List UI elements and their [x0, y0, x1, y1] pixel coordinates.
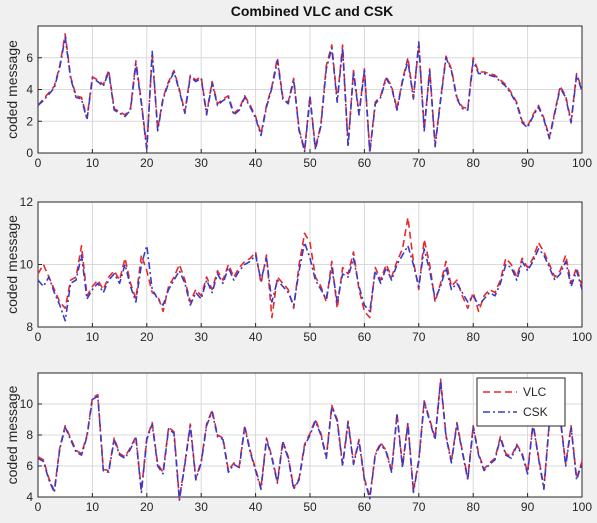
- x-tick-label: 0: [35, 156, 42, 170]
- x-tick-label: 40: [249, 500, 263, 514]
- x-tick-label: 10: [86, 156, 100, 170]
- x-tick-label: 20: [140, 500, 154, 514]
- figure-title: Combined VLC and CSK: [231, 3, 394, 19]
- x-tick-label: 30: [195, 500, 209, 514]
- legend-label-csk: CSK: [523, 405, 548, 419]
- y-tick-label: 12: [20, 195, 34, 209]
- y-tick-label: 10: [20, 397, 34, 411]
- x-tick-label: 100: [572, 156, 592, 170]
- y-tick-label: 8: [26, 320, 33, 334]
- series-line-csk: [37, 36, 583, 154]
- y-tick-label: 4: [26, 83, 33, 97]
- axes-frame: [37, 201, 583, 328]
- x-tick-label: 80: [467, 500, 481, 514]
- x-tick-label: 10: [86, 330, 100, 344]
- axes-frame: [37, 372, 583, 498]
- x-tick-label: 50: [303, 330, 317, 344]
- y-axis-label: coded message: [4, 385, 20, 484]
- subplot-1: 0 10 20 30 40 50 60 70 80 90 100 0 2 4 6 coded message: [4, 25, 592, 170]
- y-axis-label: coded message: [4, 215, 20, 314]
- x-tick-label: 80: [467, 156, 481, 170]
- x-tick-label: 30: [195, 330, 209, 344]
- x-tick-label: 90: [521, 156, 535, 170]
- y-tick-label: 10: [20, 258, 34, 272]
- y-tick-label: 8: [26, 428, 33, 442]
- x-tick-label: 40: [249, 156, 263, 170]
- y-tick-label: 6: [26, 51, 33, 65]
- x-tick-label: 80: [467, 330, 481, 344]
- legend-box: [476, 377, 566, 427]
- y-tick-label: 4: [26, 490, 33, 504]
- series-line-csk: [37, 379, 583, 501]
- legend: VLC CSK: [476, 377, 566, 427]
- x-tick-label: 100: [572, 500, 592, 514]
- x-tick-label: 90: [521, 500, 535, 514]
- x-tick-label: 60: [358, 500, 372, 514]
- y-axis-label: coded message: [4, 40, 20, 139]
- x-tick-label: 10: [86, 500, 100, 514]
- y-tick-label: 2: [26, 114, 33, 128]
- x-tick-label: 0: [35, 500, 42, 514]
- series-line-csk: [37, 241, 583, 322]
- x-tick-label: 70: [412, 330, 426, 344]
- x-tick-label: 70: [412, 500, 426, 514]
- x-tick-label: 60: [358, 156, 372, 170]
- legend-label-vlc: VLC: [523, 385, 547, 399]
- series-line-vlc: [37, 216, 583, 319]
- y-tick-label: 0: [26, 146, 33, 160]
- x-tick-label: 20: [140, 156, 154, 170]
- x-tick-label: 30: [195, 156, 209, 170]
- x-tick-label: 50: [303, 500, 317, 514]
- y-tick-label: 6: [26, 459, 33, 473]
- x-tick-label: 40: [249, 330, 263, 344]
- x-tick-label: 50: [303, 156, 317, 170]
- x-tick-label: 20: [140, 330, 154, 344]
- x-tick-label: 100: [572, 330, 592, 344]
- x-tick-label: 0: [35, 330, 42, 344]
- x-tick-label: 60: [358, 330, 372, 344]
- x-tick-label: 70: [412, 156, 426, 170]
- x-tick-label: 90: [521, 330, 535, 344]
